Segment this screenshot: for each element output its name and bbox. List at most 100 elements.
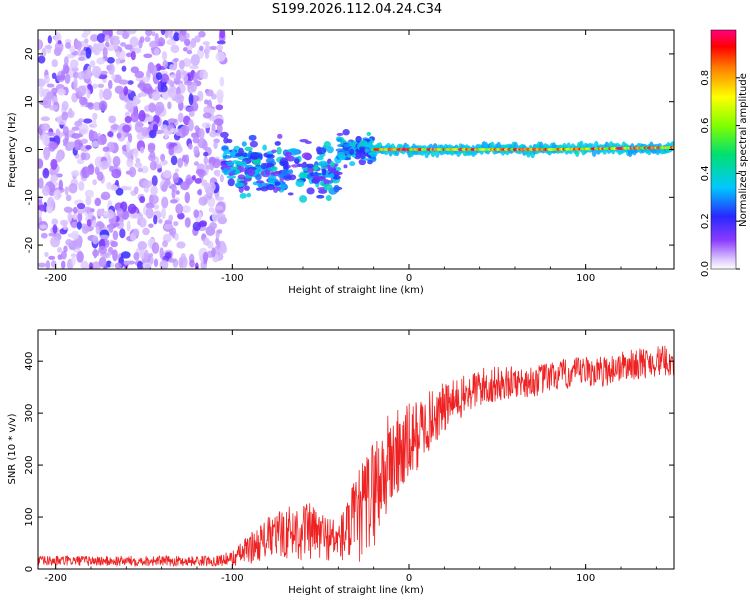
spectrogram-blob [219,76,225,87]
spectrogram-blob [139,196,146,204]
spectrogram-blob [38,158,44,169]
spectrogram-blob [198,188,203,196]
spectrogram-blob [38,55,46,64]
spectrogram-blob [80,152,87,161]
spectrogram-blob [216,213,226,219]
spectrogram-blob [279,160,289,167]
spectrogram-blob [85,195,92,206]
spectrogram-blob [64,132,69,144]
spectrogram-blob [182,47,188,52]
spectrogram-blob [150,185,158,196]
spectrogram-blob [265,157,275,164]
spectrogram-blob [160,84,168,93]
spectrogram-blob [198,196,208,206]
spectrogram-blob [91,140,100,148]
spectrogram-blob [175,69,182,82]
snr-y-tick-label: 400 [24,352,35,371]
spectrogram-blob [138,110,146,122]
spectrogram-blob [238,147,244,156]
spectrogram-blob [67,212,73,223]
spectrogram-blob [189,259,195,268]
spectrogram-blob [89,60,96,68]
spectrogram-blob [358,158,367,166]
spectrogram-blob [102,88,112,101]
spectrogram-blob [247,168,256,177]
spectrogram-blob [167,30,173,39]
snr-frame [37,329,675,570]
spectrogram-blob [164,251,172,260]
spectrogram-blob [93,248,98,259]
spectrogram-blob [100,160,110,170]
spectrogram-blob [81,225,89,235]
spectrogram-blob [62,222,68,231]
spectrogram-blob [160,153,166,162]
spectrogram-blob [85,144,92,150]
spectrogram-blob [234,182,245,188]
spectrogram-blob [270,166,278,172]
spectrogram-blob [139,146,145,154]
spectrogram-blob [63,65,70,75]
spectrogram-blob [237,174,246,180]
spectrogram-blob [129,36,139,48]
spectrogram-blob [256,187,262,191]
spectrogram-y-label: Frequency (Hz) [7,112,18,188]
spectrogram-blob [330,169,338,174]
spectrogram-blob [49,142,59,150]
spectrogram-blob [260,162,267,170]
spectrogram-blob [215,196,225,201]
spectrogram-blob [151,31,156,37]
spectrogram-blob [72,71,80,79]
spectrogram-blob [199,45,204,51]
spectrogram-blob [57,254,63,260]
spectrogram-blob [133,147,139,159]
spectrogram-blob [216,89,224,101]
spectrogram-blob [336,138,343,142]
spectrogram-blob [71,170,80,177]
spectrogram-blob [127,80,134,85]
spectrogram-blob [298,172,308,179]
spectrogram-blob [41,47,47,57]
spectrogram-blob [77,212,83,222]
spectrogram-blob [43,150,50,161]
spectrogram-blob [181,70,188,76]
spectrogram-blob [211,247,216,258]
spectrogram-blob [316,155,324,161]
spectrogram-blob [96,57,106,65]
spectrogram-blob [272,181,281,186]
spectrogram-blob [249,140,258,148]
spectrogram-blob [202,112,212,119]
spectrogram-blob [222,155,233,159]
spectrogram-blob [132,95,138,107]
spectrogram-blob [127,203,137,215]
spectrogram-blob [102,30,111,37]
spectrogram-blob [50,236,61,248]
spectrogram-blob [213,118,224,126]
spectrogram-blob [130,51,136,61]
spectrogram-blob [177,157,184,168]
spectrogram-blob [215,51,226,62]
spectrogram-blob [166,38,177,46]
spectrogram-blob [155,72,163,81]
spectrogram-blob [50,158,58,171]
spectrogram-blob [76,207,86,214]
spectrogram-blob [167,118,178,124]
snr-panel: -200 -100 0 100 0 100 200 300 400 Height of str… [7,329,675,596]
snr-series-line [38,345,674,567]
spectrogram-blob [255,173,262,181]
spectrogram-blob [108,63,115,75]
spectrogram-x-tick-label: 0 [406,273,412,284]
spectrogram-blob [98,245,108,255]
spectrogram-blob [98,100,108,112]
spectrogram-blob [185,106,194,112]
spectrogram-blob [180,181,190,191]
spectrogram-blob [343,164,348,169]
spectrogram-blob [274,141,281,146]
spectrogram-blob [161,160,168,165]
spectrogram-blob [91,261,101,269]
spectrogram-blob [168,214,174,222]
spectrogram-blob [329,161,335,168]
spectrogram-blob [90,34,99,42]
spectrogram-blob [148,223,154,228]
